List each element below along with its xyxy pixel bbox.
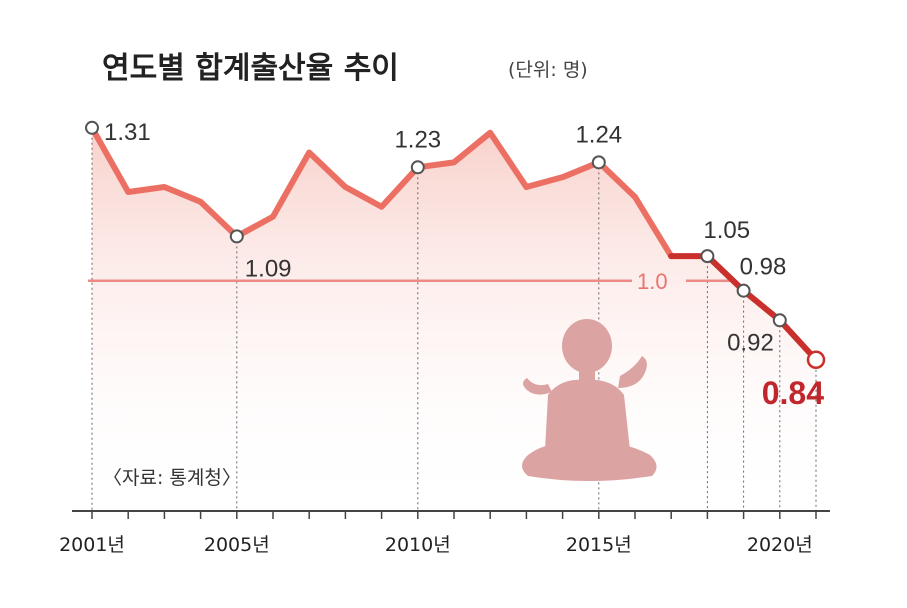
data-point (700, 249, 715, 264)
source-label: 〈자료: 통계청〉 (103, 467, 241, 489)
data-point (229, 229, 244, 244)
baby-icon (522, 319, 657, 481)
data-label-final: 0.84 (762, 375, 824, 411)
data-points (85, 120, 826, 370)
chart-unit: (단위: 명) (508, 59, 588, 81)
area-under-line (92, 127, 816, 511)
reference-line-group: 1.0 (88, 269, 730, 294)
data-point (410, 160, 425, 175)
data-point (736, 283, 751, 298)
data-labels: 1.31 1.09 1.23 1.24 1.05 0.98 0.92 0.84 (104, 119, 824, 411)
data-point (806, 350, 826, 370)
data-point (85, 120, 99, 135)
data-label: 1.31 (104, 119, 151, 146)
chart-title: 연도별 합계출산율 추이 (102, 51, 399, 86)
x-tick-label: 2020년 (747, 534, 813, 556)
x-tick-label: 2001년 (59, 534, 125, 556)
x-tick-label: 2015년 (566, 534, 632, 556)
x-axis-ticks: 2001년 2005년 2010년 2015년 2020년 (59, 511, 817, 556)
reference-line-label: 1.0 (637, 269, 668, 294)
data-label: 0.92 (727, 329, 774, 356)
data-label: 0.98 (740, 254, 787, 281)
data-label: 1.09 (245, 255, 292, 282)
area-fill (92, 127, 816, 511)
series-line-main (89, 124, 675, 260)
data-label: 1.23 (394, 126, 441, 153)
data-label: 1.05 (703, 217, 750, 244)
data-point (591, 155, 606, 170)
data-label: 1.24 (575, 121, 622, 148)
x-tick-label: 2005년 (204, 534, 270, 556)
x-tick-label: 2010년 (385, 534, 451, 556)
data-point (772, 313, 787, 328)
